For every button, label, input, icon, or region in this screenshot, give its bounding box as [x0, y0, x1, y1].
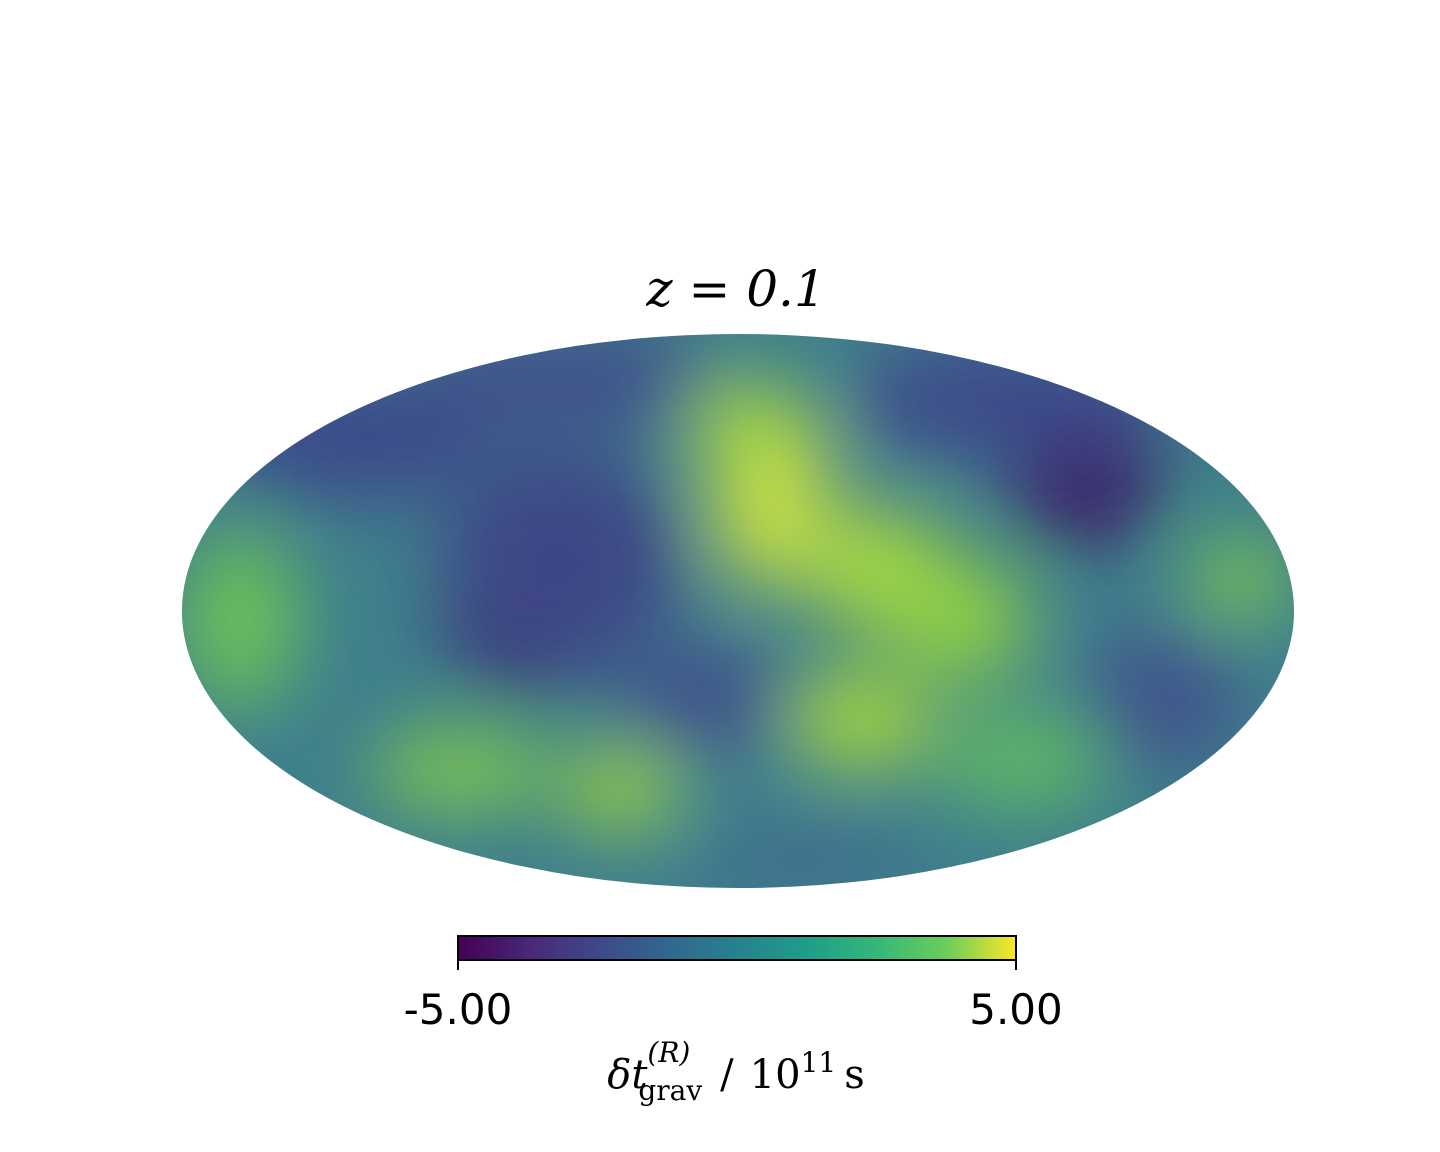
colorbar-ticks: -5.00 5.00 [404, 960, 1063, 1034]
label-unit: s [844, 1052, 865, 1098]
sky-map [182, 334, 1294, 888]
label-unit-exponent: 11 [801, 1046, 837, 1079]
colorbar-tick-label: -5.00 [404, 985, 513, 1034]
label-symbol: δt [607, 1052, 648, 1098]
chart-title: z = 0.1 [645, 260, 826, 318]
label-subscript: grav [638, 1074, 702, 1107]
colorbar [457, 935, 1017, 961]
label-separator: / [720, 1052, 734, 1098]
colorbar-label: δt(R) grav / 1011 s [607, 1036, 864, 1107]
colorbar-tick-label: 5.00 [969, 985, 1063, 1034]
label-superscript: (R) [647, 1036, 690, 1069]
label-unit-base: 10 [750, 1052, 801, 1098]
